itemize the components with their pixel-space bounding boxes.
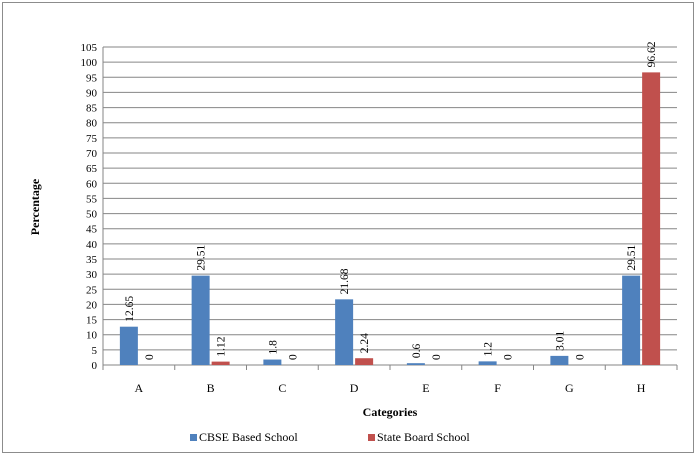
- data-label: 0.6: [411, 344, 423, 359]
- y-tick-label: 80: [86, 118, 98, 130]
- legend-swatch-state-board: [368, 434, 375, 441]
- bar-cbse: [478, 361, 497, 365]
- y-tick-label: 40: [86, 239, 98, 251]
- data-label: 1.8: [267, 340, 279, 355]
- data-label: 29.51: [626, 245, 638, 271]
- x-tick-label: A: [135, 381, 144, 395]
- y-tick-label: 55: [86, 193, 98, 205]
- bar-cbse: [263, 359, 282, 365]
- y-tick-label: 85: [86, 103, 98, 115]
- x-tick-label: D: [350, 381, 359, 395]
- x-tick-label: H: [637, 381, 646, 395]
- bar-cbse: [622, 275, 641, 365]
- data-label: 1.2: [483, 342, 495, 357]
- bar-cbse: [119, 326, 138, 365]
- x-tick-label: C: [278, 381, 286, 395]
- x-tick-label: F: [494, 381, 501, 395]
- x-tick-label: G: [565, 381, 574, 395]
- y-tick-label: 105: [81, 42, 98, 54]
- y-tick-label: 90: [86, 87, 98, 99]
- y-tick-label: 5: [92, 345, 98, 357]
- y-tick-label: 25: [86, 284, 98, 296]
- y-tick-label: 60: [86, 178, 98, 190]
- bar-cbse: [191, 275, 210, 365]
- data-label: 0: [503, 354, 515, 360]
- y-tick-label: 30: [86, 269, 98, 281]
- data-label: 0: [287, 354, 299, 360]
- data-label: 1.12: [216, 336, 228, 356]
- y-tick-label: 0: [92, 360, 98, 372]
- bar-state-board: [642, 72, 661, 365]
- y-tick-label: 20: [86, 299, 98, 311]
- data-label: 3.01: [554, 331, 566, 351]
- data-label: 2.24: [359, 333, 371, 353]
- data-label: 0: [574, 354, 586, 360]
- x-tick-label: B: [207, 381, 215, 395]
- x-tick-label: E: [422, 381, 429, 395]
- bar-state-board: [355, 358, 374, 365]
- y-tick-label: 35: [86, 254, 98, 266]
- y-tick-label: 45: [86, 224, 98, 236]
- y-axis-title: Percentage: [28, 178, 42, 235]
- x-axis-title: Categories: [363, 405, 418, 419]
- y-tick-label: 100: [81, 57, 98, 69]
- data-label: 12.65: [124, 296, 136, 322]
- data-label: 29.51: [196, 245, 208, 271]
- y-tick-label: 70: [86, 148, 98, 160]
- y-tick-label: 10: [86, 330, 98, 342]
- y-tick-label: 75: [86, 133, 98, 145]
- y-tick-label: 15: [86, 315, 98, 327]
- data-label: 0: [144, 354, 156, 360]
- legend-label-cbse: CBSE Based School: [199, 430, 298, 444]
- data-label: 0: [431, 354, 443, 360]
- bar-cbse: [335, 299, 354, 365]
- legend-label-state-board: State Board School: [377, 430, 470, 444]
- y-tick-label: 50: [86, 209, 98, 221]
- data-label: 96.62: [646, 41, 658, 67]
- bar-state-board: [211, 361, 230, 365]
- y-tick-label: 95: [86, 72, 98, 84]
- legend-swatch-cbse: [190, 434, 197, 441]
- bar-cbse: [406, 363, 425, 365]
- y-tick-label: 65: [86, 163, 98, 175]
- data-label: 21.68: [339, 268, 351, 294]
- bar-cbse: [550, 355, 569, 365]
